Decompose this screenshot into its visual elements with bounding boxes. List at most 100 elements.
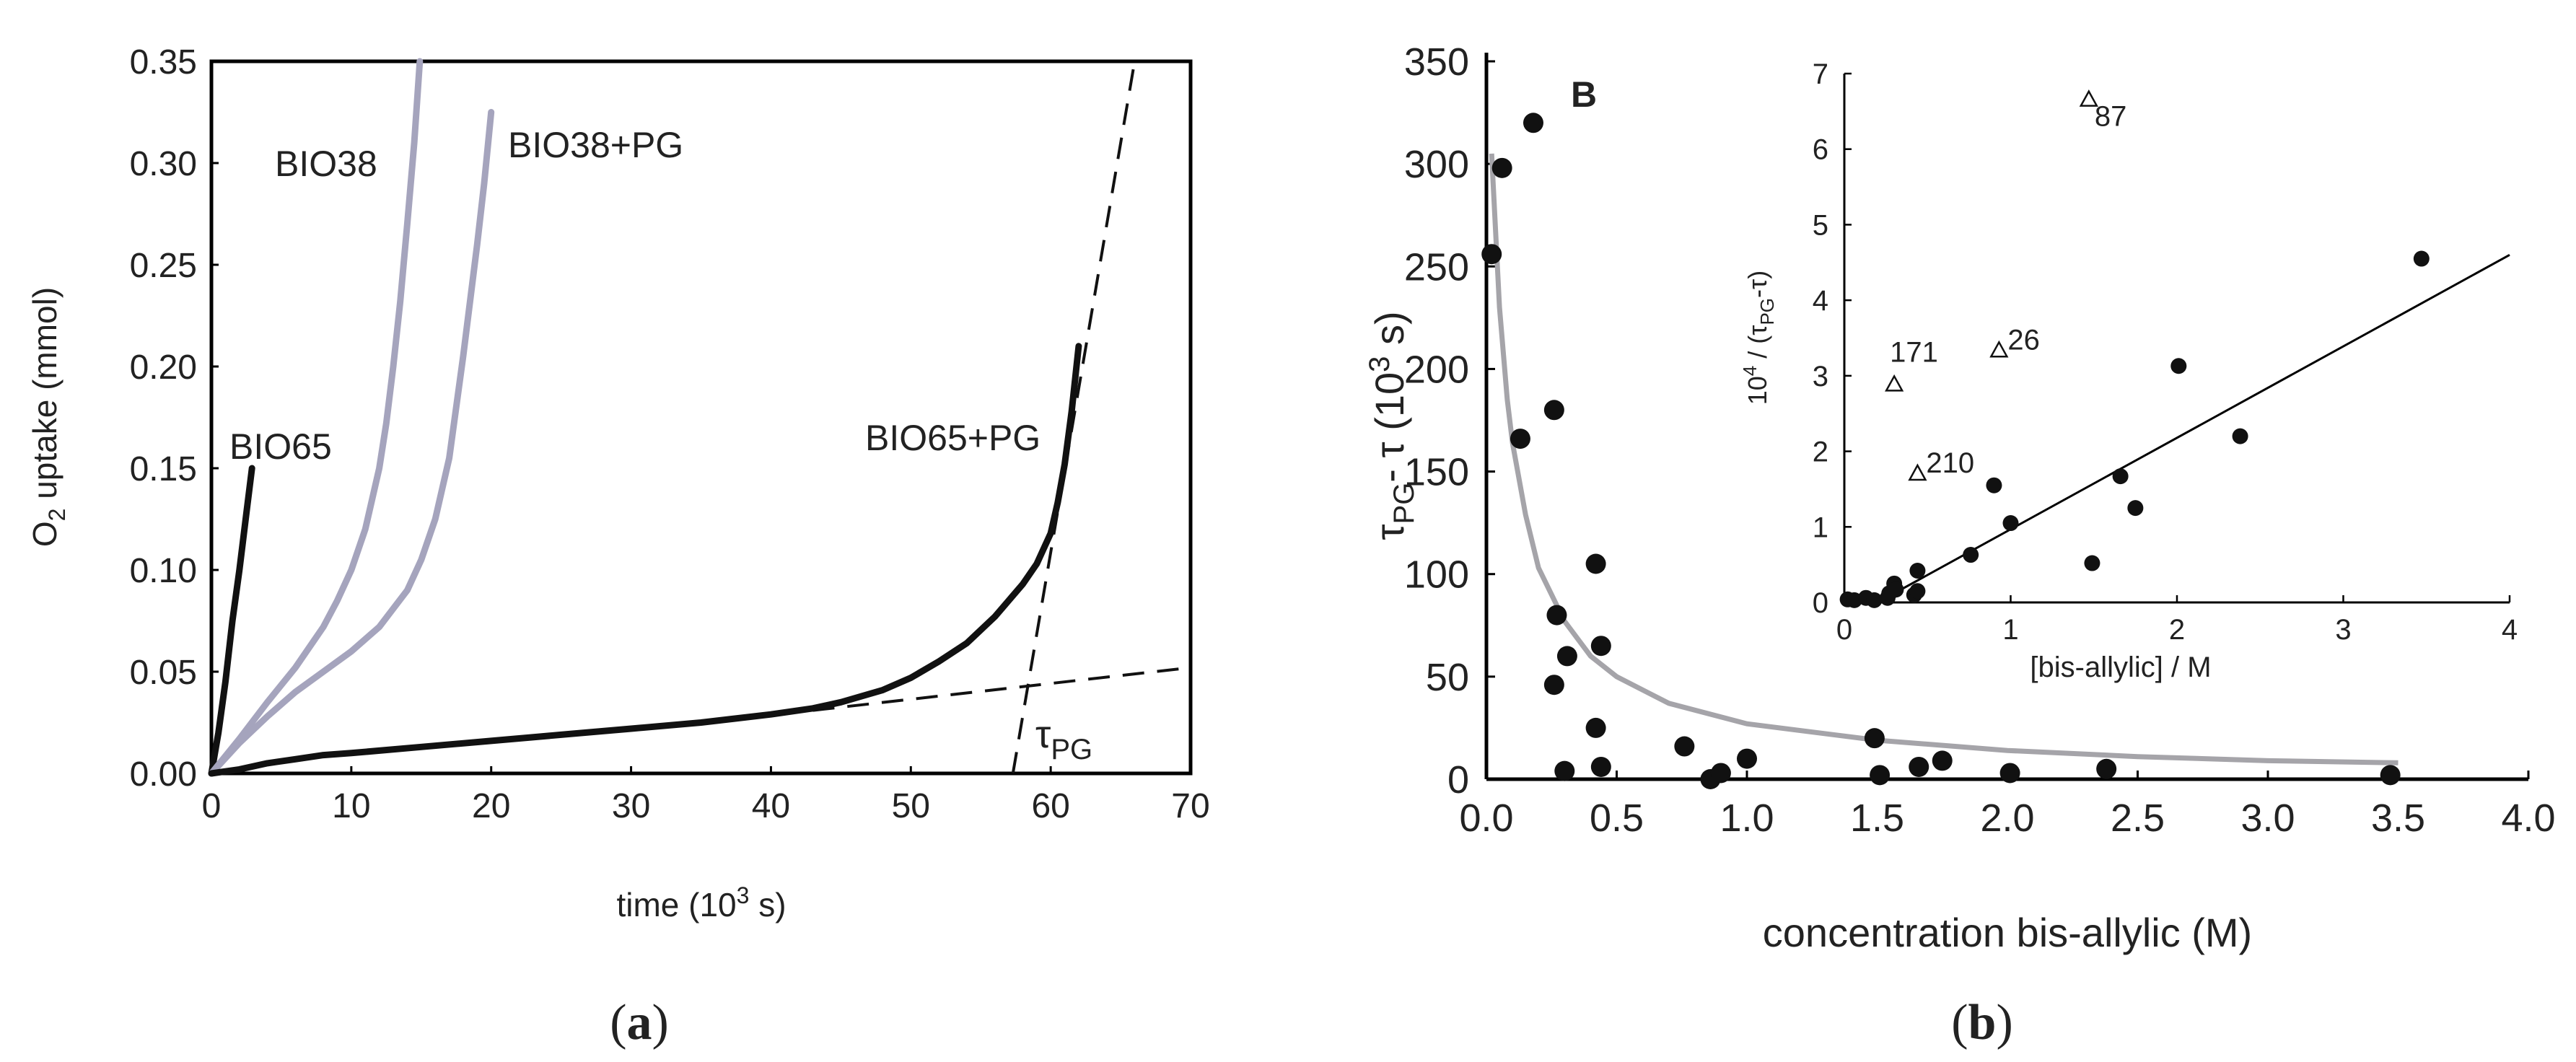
data-point [1543,675,1564,695]
x-tick-label: 0 [202,787,222,825]
y-tick-label: 300 [1404,143,1469,186]
panel-a-caption: (a) [610,995,669,1050]
panel-b-fit-curve [1489,153,2398,765]
outlier-triangle-marker [1989,340,2009,358]
x-tick-label: 20 [472,787,510,825]
panel-b-y-ticks: 0 50 100 150 200 250 300 350 [1404,40,1495,802]
data-point [1674,736,1695,757]
data-point [1585,717,1606,738]
data-point [1710,763,1731,784]
inset-data-point [2232,428,2248,444]
inset-data-point [2127,500,2144,517]
x-tick-label: 70 [1171,787,1209,825]
x-tick-label: 3.0 [2240,796,2295,840]
data-point [1737,748,1757,769]
data-point [1556,646,1577,667]
inset-x-axis-title: [bis-allylic] / M [2030,651,2211,683]
inset-y-tick-label: 1 [1813,512,1828,543]
x-tick-label: 60 [1031,787,1069,825]
panel-a-series [208,58,1082,777]
series-label-bio65: BIO65 [229,426,332,467]
panel-a-x-axis-title: time (103 s) [616,882,786,923]
x-tick-label: 2.0 [1980,796,2034,840]
series-line-bio65 [208,465,255,777]
outlier-label: 87 [2095,101,2127,133]
x-tick-label: 30 [612,787,650,825]
x-tick-label: 4.0 [2501,796,2555,840]
x-tick-label: 50 [892,787,930,825]
x-tick-label: 0.5 [1590,796,1644,840]
outlier-label: 26 [2007,324,2040,356]
inset-y-ticks: 0 1 2 3 4 5 6 7 [1813,58,1852,619]
x-tick-label: 3.5 [2371,796,2425,840]
inset-data-point [1888,582,1904,598]
panel-a-y-axis-title: O2 uptake (mmol) [26,287,70,547]
y-tick-label: 0 [1447,758,1469,802]
y-tick-label: 200 [1404,348,1469,391]
inset-fit-line [1877,253,2510,604]
panel-b-letter: B [1571,74,1597,115]
data-point [1585,553,1606,574]
inset-data-point [2112,468,2129,485]
inset-y-tick-label: 3 [1813,361,1828,392]
data-point [1909,756,1929,777]
data-point [1510,429,1530,449]
inset-x-tick-label: 0 [1836,614,1852,646]
y-tick-label: 0.10 [130,552,197,590]
series-line-bio38 [208,58,424,777]
panel-b-data-points [1481,113,2401,789]
data-point [1864,728,1885,749]
inset-x-tick-label: 1 [2002,614,2018,646]
inset-y-tick-label: 4 [1813,285,1828,317]
inset-y-tick-label: 2 [1813,436,1828,468]
x-tick-label: 2.5 [2111,796,2165,840]
y-tick-label: 0.30 [130,145,197,183]
inset-data-points [1839,250,2430,608]
x-tick-label: 1.0 [1719,796,1774,840]
outlier-triangle-marker [1908,463,1927,481]
outlier-label: 171 [1890,336,1938,368]
inset-data-point [1963,547,1979,563]
panel-b-inset: 0 1 2 3 4 5 6 7 0 1 2 3 4 87 26 171 210 [bis-allylic] … [1739,58,2518,683]
data-point [1543,400,1564,421]
y-tick-label: 0.05 [130,654,197,692]
x-tick-label: 10 [332,787,370,825]
data-point [1523,113,1543,133]
panel-a-y-ticks: 0.00 0.05 0.10 0.15 0.20 0.25 0.30 0.35 [130,43,219,794]
y-tick-label: 0.20 [130,348,197,387]
series-line-bio65-pg [208,343,1082,777]
inset-data-point [2170,358,2187,374]
panel-b-x-axis-title: concentration bis-allylic (M) [1763,910,2252,955]
outlier-triangle-marker [2079,89,2098,107]
outlier-label: 210 [1926,447,1974,479]
series-line-bio38-pg [208,109,495,777]
inset-data-point [1909,583,1926,600]
y-tick-label: 0.00 [130,755,197,794]
inset-y-tick-label: 7 [1813,58,1828,90]
inset-y-tick-label: 5 [1813,209,1828,241]
panel-b-x-ticks: 0.0 0.5 1.0 1.5 2.0 2.5 3.0 3.5 4.0 [1459,771,2556,840]
panel-b-caption: (b) [1951,995,2013,1050]
panel-a-plot-frame [209,59,1193,776]
panel-a-x-ticks: 0 10 20 30 40 50 60 70 [202,766,1210,825]
data-point [1999,763,2020,784]
series-label-bio38-pg: BIO38+PG [508,125,683,165]
inset-data-point [2084,555,2100,571]
inset-x-tick-label: 3 [2335,614,2351,646]
data-point [1491,157,1512,178]
inset-y-tick-label: 6 [1813,134,1828,166]
data-point [1932,750,1953,771]
inset-data-point [1909,563,1926,579]
tau-pg-label: τPG [1035,713,1092,765]
inset-data-point [1986,477,2002,493]
inset-y-axis-title: 104 / (τPG-τ) [1739,271,1778,405]
inset-y-tick-label: 0 [1813,587,1828,619]
data-point [1870,765,1891,786]
data-point [1554,760,1575,781]
inset-x-ticks: 0 1 2 3 4 [1836,595,2518,646]
inset-outlier-points: 87 26 171 210 [1885,89,2127,481]
outlier-triangle-marker [1885,374,1904,392]
panel-a-chart: 0.00 0.05 0.10 0.15 0.20 0.25 0.30 0.35 0 10 20 30… [26,43,1210,1050]
